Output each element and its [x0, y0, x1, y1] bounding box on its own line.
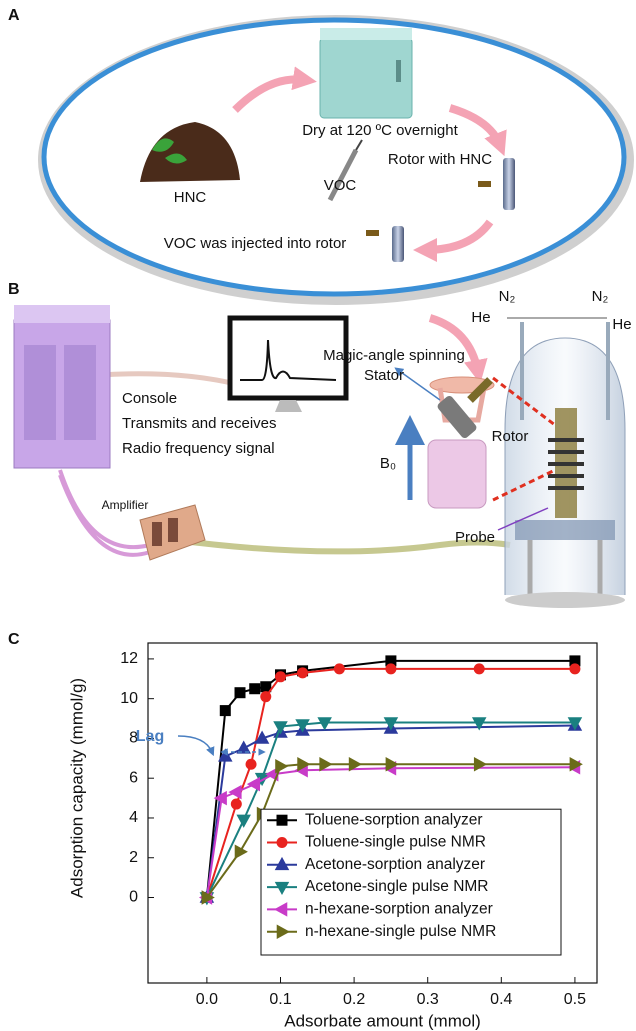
annotation-arrow: [178, 736, 212, 752]
panel-a: A Dry at 120 ºC overnight HNC Rotor with…: [8, 7, 629, 300]
point: [474, 757, 487, 772]
y-tick-label: 2: [129, 849, 138, 866]
monitor-stand: [275, 400, 302, 412]
step-text: Dry at 120 ºC overnight: [302, 122, 458, 139]
x-tick-label: 0.2: [343, 991, 365, 1008]
point: [247, 777, 260, 792]
gas-label: He: [612, 316, 631, 333]
legend-label: Toluene-sorption analyzer: [305, 811, 483, 828]
cable: [100, 374, 240, 385]
legend-label: Acetone-single pulse NMR: [305, 878, 489, 895]
legend-label: n-hexane-sorption analyzer: [305, 900, 493, 917]
cable: [60, 470, 150, 555]
amplifier-slot: [168, 518, 178, 542]
step-text: HNC: [174, 189, 207, 206]
oven-handle: [396, 60, 401, 82]
y-tick-label: 0: [129, 889, 138, 906]
point: [228, 785, 241, 800]
panel-label: B: [8, 281, 20, 298]
x-tick-label: 0.1: [269, 991, 291, 1008]
point: [275, 759, 288, 774]
point: [334, 663, 345, 674]
panel-b: B N₂ N₂ He He M: [8, 281, 632, 608]
point: [275, 671, 286, 682]
point: [249, 683, 260, 694]
x-axis-label: Adsorbate amount (mmol): [284, 1011, 481, 1030]
point: [231, 799, 242, 810]
step-text: Rotor with HNC: [388, 151, 492, 168]
oven-top: [320, 28, 412, 40]
y-axis-label: Adsorption capacity (mmol/g): [67, 678, 86, 898]
part-label: Probe: [455, 529, 495, 546]
x-tick-label: 0.5: [564, 991, 586, 1008]
step-text: VOC: [324, 177, 357, 194]
gas-label: He: [471, 309, 490, 326]
point: [569, 663, 580, 674]
console-text: Transmits and receives: [122, 415, 277, 432]
console-text: Radio frequency signal: [122, 440, 275, 457]
gas-label: N₂: [499, 288, 516, 305]
console-door: [64, 345, 96, 440]
point: [472, 717, 487, 730]
rotor: [503, 158, 515, 210]
panel-label: A: [8, 7, 20, 24]
point: [235, 845, 248, 860]
point: [260, 691, 271, 702]
part-label: Amplifier: [102, 498, 149, 512]
step-text: VOC was injected into rotor: [164, 235, 347, 252]
legend-label: n-hexane-single pulse NMR: [305, 923, 496, 940]
x-tick-label: 0.3: [417, 991, 439, 1008]
part-label: Rotor: [492, 428, 529, 445]
annotation: Lag: [136, 728, 164, 745]
console-door: [24, 345, 56, 440]
point: [385, 663, 396, 674]
point: [297, 667, 308, 678]
y-tick-label: 12: [120, 650, 138, 667]
part-label: Stator: [364, 367, 404, 384]
console-top: [14, 305, 110, 323]
amplifier-slot: [152, 522, 162, 546]
panel-label: C: [8, 631, 20, 648]
stand-base: [505, 592, 625, 608]
y-tick-label: 4: [129, 809, 138, 826]
magnet-base: [515, 520, 615, 540]
part-label: Magic-angle spinning: [323, 347, 465, 364]
point: [246, 759, 257, 770]
point: [236, 815, 251, 828]
x-tick-label: 0.0: [196, 991, 218, 1008]
point: [235, 687, 246, 698]
point: [474, 663, 485, 674]
legend-marker: [277, 815, 288, 826]
x-tick-label: 0.4: [490, 991, 512, 1008]
y-tick-label: 6: [129, 769, 138, 786]
y-tick-label: 10: [120, 690, 138, 707]
field-label: B₀: [380, 455, 396, 472]
stator-base: [428, 440, 486, 508]
console-text: Console: [122, 390, 177, 407]
gas-label: N₂: [592, 288, 609, 305]
sample: [366, 230, 379, 236]
legend-label: Acetone-sorption analyzer: [305, 856, 485, 873]
legend-marker: [277, 837, 288, 848]
sample: [478, 181, 491, 187]
figure: A Dry at 120 ºC overnight HNC Rotor with…: [0, 0, 636, 1031]
rotor: [392, 226, 404, 262]
point: [220, 705, 231, 716]
legend-label: Toluene-single pulse NMR: [305, 834, 486, 851]
